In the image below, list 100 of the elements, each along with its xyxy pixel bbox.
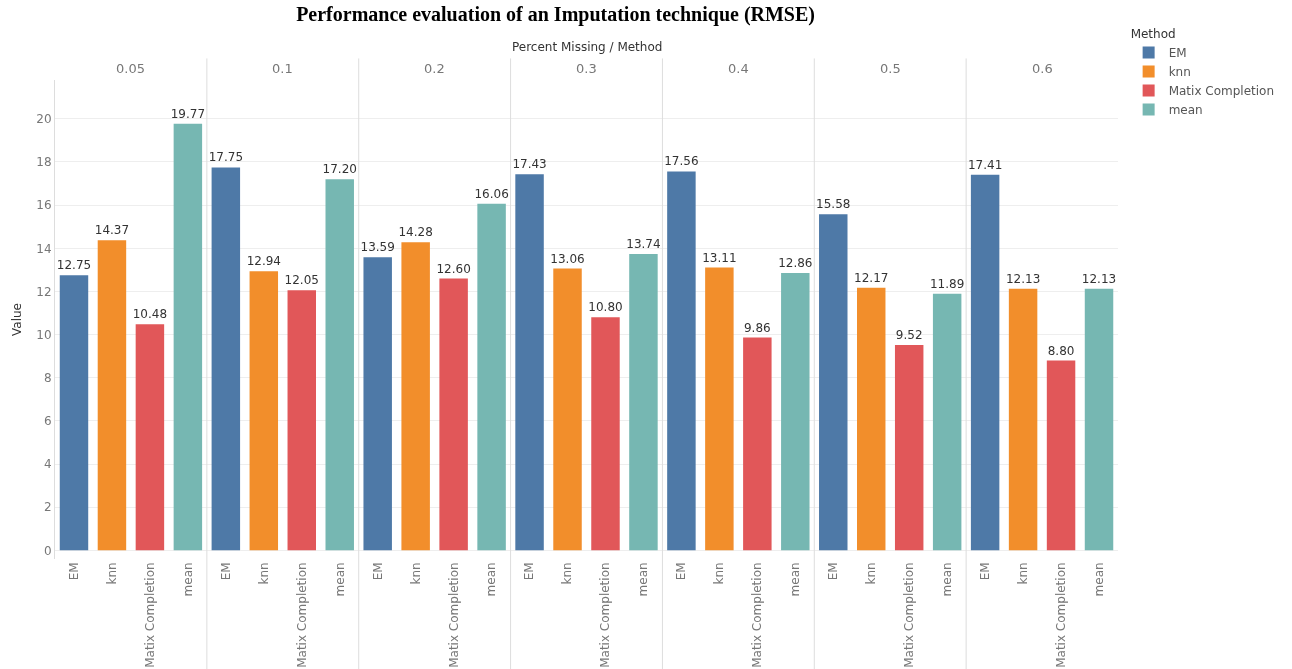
x-tick-label: EM [978, 562, 993, 581]
bar [1084, 288, 1114, 551]
y-tick-label: 16 [36, 198, 52, 213]
y-tick-label: 8 [43, 370, 52, 385]
bar [667, 171, 696, 551]
bar [211, 167, 241, 551]
y-axis-title: Value [10, 303, 24, 336]
bar [135, 324, 165, 551]
data-label: 15.58 [816, 197, 851, 212]
bar [515, 174, 544, 551]
data-label: 17.41 [967, 157, 1003, 172]
x-tick-label: Matix Completion [1053, 562, 1068, 668]
y-tick-label: 4 [43, 457, 52, 472]
legend-label: knn [1168, 65, 1191, 80]
x-tick-label: mean [1091, 562, 1106, 597]
bar [1008, 288, 1038, 551]
bar [439, 278, 468, 551]
data-label: 14.28 [398, 225, 433, 240]
data-label: 12.13 [1005, 271, 1041, 286]
data-label: 17.20 [322, 162, 357, 177]
bar [894, 344, 924, 551]
bar [287, 290, 316, 551]
data-label: 13.74 [626, 236, 661, 251]
bar [249, 271, 279, 551]
data-label: 19.77 [170, 106, 206, 121]
bar [705, 267, 734, 551]
x-tick-label: mean [332, 562, 347, 597]
data-label: 13.11 [702, 250, 737, 265]
bar [781, 272, 810, 551]
data-label: 8.80 [1047, 343, 1075, 358]
chart-title: Performance evaluation of an Imputation technique (RMSE) [296, 2, 815, 26]
y-tick-label: 12 [36, 284, 52, 299]
data-label: 12.60 [436, 261, 471, 276]
bar [1046, 360, 1076, 551]
legend-label: EM [1168, 46, 1187, 61]
legend-label: mean [1168, 103, 1203, 118]
x-tick-label: Matix Completion [598, 562, 613, 668]
data-label: 9.86 [743, 320, 771, 335]
data-label: 13.59 [360, 240, 395, 255]
y-tick-label: 0 [43, 543, 52, 558]
data-label: 17.43 [512, 157, 547, 172]
data-label: 10.80 [588, 300, 623, 315]
bar [970, 174, 1000, 551]
x-tick-label: mean [940, 562, 955, 597]
data-label: 17.56 [664, 154, 699, 169]
x-tick-label: EM [522, 562, 537, 581]
text: 0.1 [272, 61, 293, 76]
text: 0.05 [116, 61, 145, 76]
bar [857, 287, 886, 551]
data-label: 16.06 [474, 186, 509, 201]
data-label: 12.13 [1081, 271, 1117, 286]
x-tick-label: EM [218, 562, 233, 581]
x-tick-label: mean [180, 562, 195, 597]
y-tick-label: 18 [36, 155, 52, 170]
data-label: 14.37 [94, 223, 130, 238]
x-tick-label: mean [484, 562, 499, 597]
y-tick-label: 2 [43, 500, 52, 515]
bar [629, 253, 658, 551]
bar [363, 257, 392, 551]
data-label: 11.89 [929, 276, 965, 291]
x-tick-label: EM [826, 562, 841, 581]
bar [819, 214, 848, 551]
x-tick-label: Matix Completion [902, 562, 917, 668]
data-label: 12.86 [778, 255, 813, 270]
legend-title: Method [1130, 27, 1176, 42]
x-tick-label: knn [256, 562, 271, 585]
bar [477, 203, 506, 551]
bar [932, 293, 962, 551]
y-tick-label: 14 [36, 241, 52, 256]
x-tick-label: knn [104, 562, 119, 585]
x-tick-label: Matix Completion [294, 562, 309, 668]
data-label: 10.48 [132, 307, 168, 322]
legend-label: Matix Completion [1168, 84, 1275, 99]
bar [743, 337, 772, 551]
x-tick-label: knn [560, 562, 575, 585]
text: 0.3 [576, 61, 597, 76]
x-tick-label: knn [864, 562, 879, 585]
data-label: 12.94 [246, 254, 281, 269]
data-label: 13.06 [550, 251, 585, 266]
data-label: 12.05 [284, 273, 319, 288]
text: 0.5 [880, 61, 901, 76]
x-tick-label: EM [66, 562, 81, 581]
data-label: 12.75 [56, 258, 92, 273]
x-tick-label: knn [712, 562, 727, 585]
bar [553, 268, 582, 551]
x-tick-label: Matix Completion [750, 562, 765, 668]
bar [59, 275, 89, 551]
bar [325, 179, 354, 551]
x-axis-title: Percent Missing / Method [512, 40, 663, 54]
y-tick-label: 20 [36, 112, 52, 127]
bar [401, 242, 430, 551]
bar [97, 240, 127, 551]
data-label: 12.17 [854, 270, 889, 285]
text: 0.4 [728, 61, 749, 76]
y-tick-label: 10 [36, 327, 52, 342]
text: 0.2 [424, 61, 445, 76]
data-label: 9.52 [895, 327, 923, 342]
x-tick-label: knn [408, 562, 423, 585]
bar [591, 317, 620, 551]
x-tick-label: Matix Completion [446, 562, 461, 668]
